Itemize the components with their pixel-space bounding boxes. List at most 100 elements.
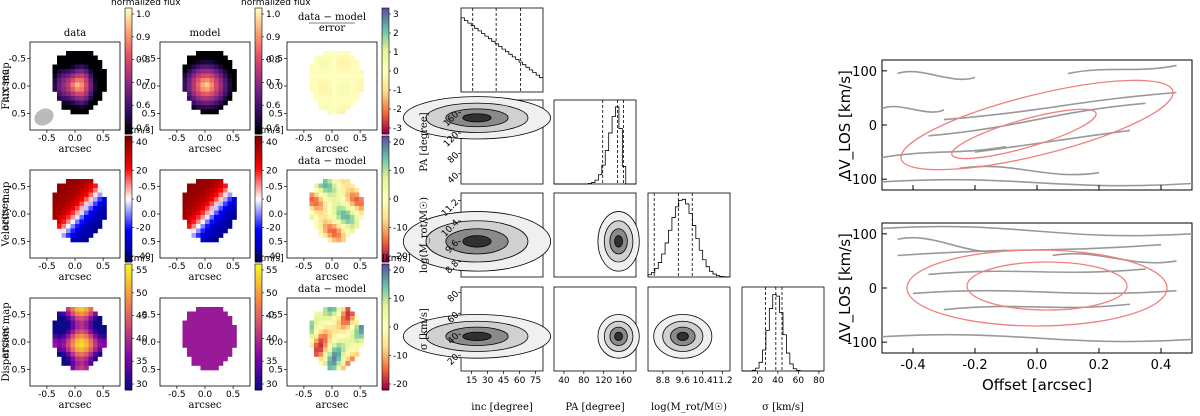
map-pixel	[79, 237, 85, 243]
map-pixel	[88, 219, 94, 225]
map-pixel	[97, 206, 103, 211]
pv-model-contour	[966, 261, 1128, 311]
map-pixel	[345, 215, 351, 220]
map-pixel	[84, 87, 89, 92]
colorbar-segment	[255, 301, 262, 305]
map-pixel	[354, 224, 360, 229]
map-pixel	[70, 60, 76, 65]
colorbar-segment	[125, 142, 132, 145]
colorbar-segment	[255, 106, 262, 110]
colorbar-segment	[125, 178, 132, 181]
colorbar-segment	[382, 10, 389, 13]
map-pixel	[57, 311, 62, 317]
map-pixel	[223, 60, 228, 65]
map-pixel	[223, 356, 228, 362]
map-pixel	[57, 316, 62, 321]
colorbar-segment	[255, 196, 262, 200]
y-tick-label: 0.0	[269, 338, 284, 348]
colorbar-segment	[255, 211, 262, 215]
map-pixel	[332, 73, 337, 79]
map-pixel	[209, 307, 215, 312]
colorbar-segment	[382, 29, 389, 32]
colorbar-segment	[382, 301, 389, 305]
colorbar-segment	[125, 270, 132, 273]
colorbar-segment	[382, 87, 389, 91]
map-pixel	[341, 179, 346, 184]
map-pixel	[52, 64, 58, 70]
map-pixel	[52, 82, 58, 88]
map-pixel	[341, 316, 346, 321]
map-pixel	[187, 188, 192, 193]
map-pixel	[84, 329, 89, 335]
colorbar-segment	[125, 35, 132, 38]
map-pixel	[187, 215, 192, 220]
map-pixel	[214, 55, 219, 61]
map-pixel	[191, 219, 197, 225]
colorbar-segment	[125, 146, 132, 149]
map-pixel	[93, 78, 98, 83]
colorbar-segment	[125, 236, 132, 240]
map-pixel	[79, 179, 85, 184]
colorbar-segment	[255, 360, 262, 364]
map-pixel	[341, 233, 346, 238]
map-panel-r0-c0: -0.50.50.00.00.5-0.5arcsecarcsec1.00.90.…	[0, 0, 181, 155]
pv-frame	[881, 59, 1193, 191]
map-pixel	[61, 329, 67, 335]
map-pixels	[182, 307, 237, 371]
colorbar-segment	[382, 379, 389, 382]
map-pixel	[332, 64, 337, 70]
colorbar-segment	[125, 213, 132, 217]
colorbar-segment	[382, 215, 389, 219]
map-pixel	[52, 192, 58, 198]
map-pixel	[79, 73, 85, 79]
map-pixel	[70, 334, 76, 339]
map-pixel	[309, 64, 315, 70]
map-pixels	[309, 179, 364, 243]
map-pixel	[191, 311, 197, 317]
colorbar-segment	[382, 285, 389, 288]
map-pixel	[84, 73, 89, 79]
colorbar-segment	[382, 230, 389, 233]
map-pixel	[323, 329, 328, 335]
map-pixel	[191, 55, 197, 61]
map-pixel	[200, 201, 206, 207]
x-tick-label: -0.5	[168, 390, 186, 400]
map-pixel	[182, 210, 188, 216]
colorbar-segment	[125, 159, 132, 162]
colorbar-segment	[255, 282, 262, 286]
map-pixel	[66, 105, 71, 110]
colorbar-frame	[124, 263, 133, 391]
map-pixel	[327, 197, 333, 202]
map-pixel	[218, 179, 224, 184]
colorbar-segment	[255, 31, 262, 34]
colorbar-segment	[125, 259, 132, 263]
map-pixel	[345, 96, 351, 101]
map-pixel	[327, 320, 333, 326]
map-pixel	[205, 82, 210, 88]
colorbar-segment	[255, 251, 262, 254]
map-pixel	[97, 343, 103, 348]
colorbar-segment	[255, 10, 262, 13]
map-pixel	[323, 210, 328, 216]
map-panel-r1-c0: -0.50.50.00.00.5-0.5arcsecarcsec40200-20…	[0, 126, 154, 283]
map-pixel	[345, 188, 351, 193]
map-pixel	[66, 91, 71, 97]
map-pixel	[354, 73, 360, 79]
map-pixel	[196, 307, 201, 312]
map-pixel	[345, 233, 351, 238]
map-pixel	[314, 188, 319, 193]
map-pixel	[66, 352, 71, 357]
map-pixel	[66, 343, 71, 348]
colorbar-segment	[255, 100, 262, 103]
map-pixel	[200, 197, 206, 202]
map-pixel	[332, 329, 337, 335]
map-pixel	[196, 325, 201, 330]
colorbar-segment	[382, 211, 389, 215]
colorbar-tick-label: 20	[136, 167, 148, 177]
map-pixel	[318, 233, 324, 238]
map-pixel	[57, 224, 62, 229]
colorbar-segment	[125, 228, 132, 231]
map-pixel	[323, 338, 328, 344]
map-pixel	[187, 352, 192, 357]
